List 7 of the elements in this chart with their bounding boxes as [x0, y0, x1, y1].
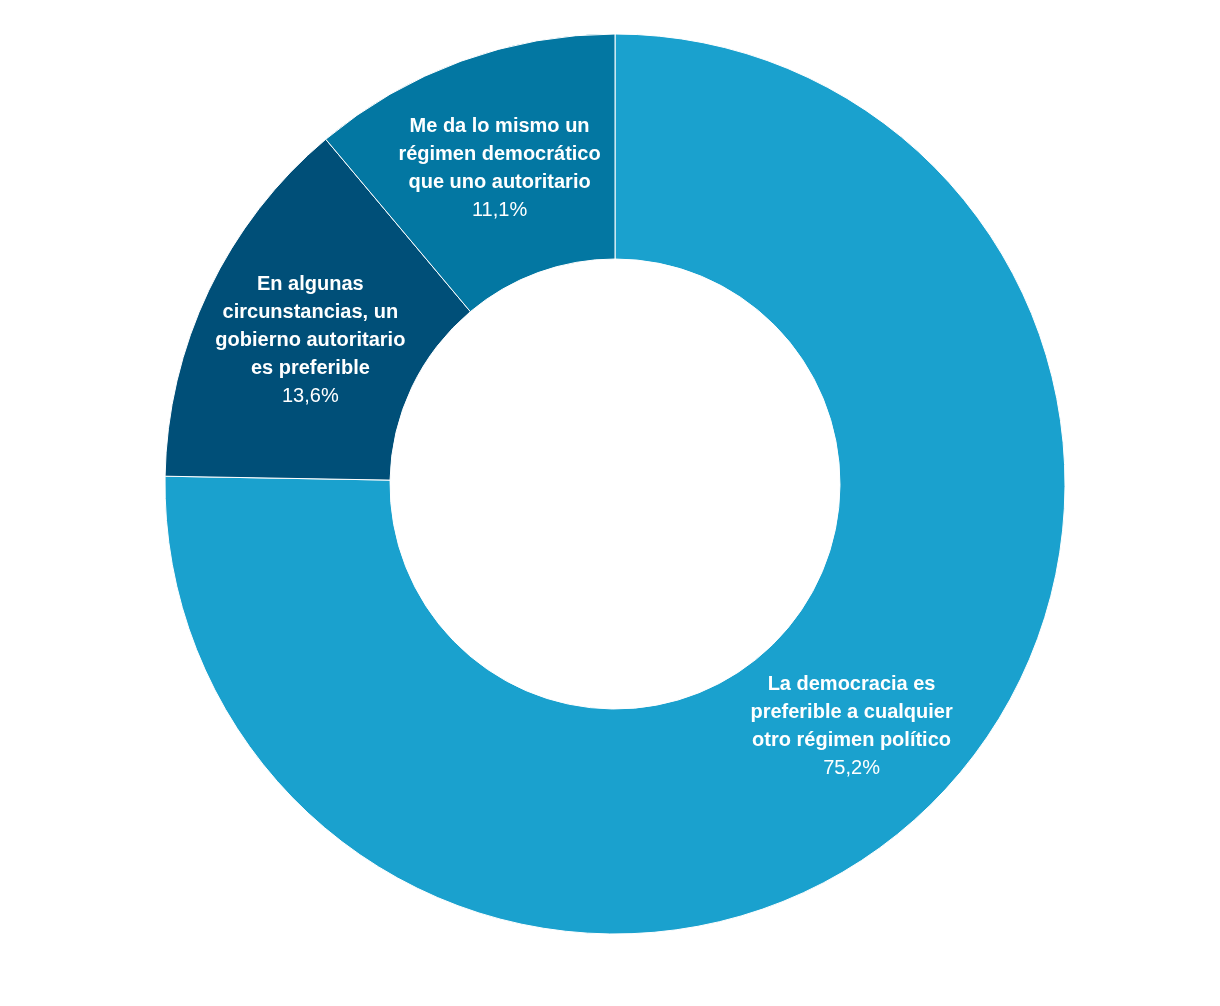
data-label: 13,6% — [282, 383, 339, 406]
data-label: 11,1% — [471, 197, 528, 220]
slice-label: Me da lo mismo un régimen democrático que uno autoritario — [398, 113, 601, 192]
data-label: 75,2% — [823, 755, 881, 778]
donut-slice — [164, 33, 1066, 934]
slice-label: La democracia es preferible a cualquier otro régimen político — [750, 671, 953, 750]
slice-label: En algunas circunstancias, un gobierno autoritario es preferible — [215, 271, 406, 378]
